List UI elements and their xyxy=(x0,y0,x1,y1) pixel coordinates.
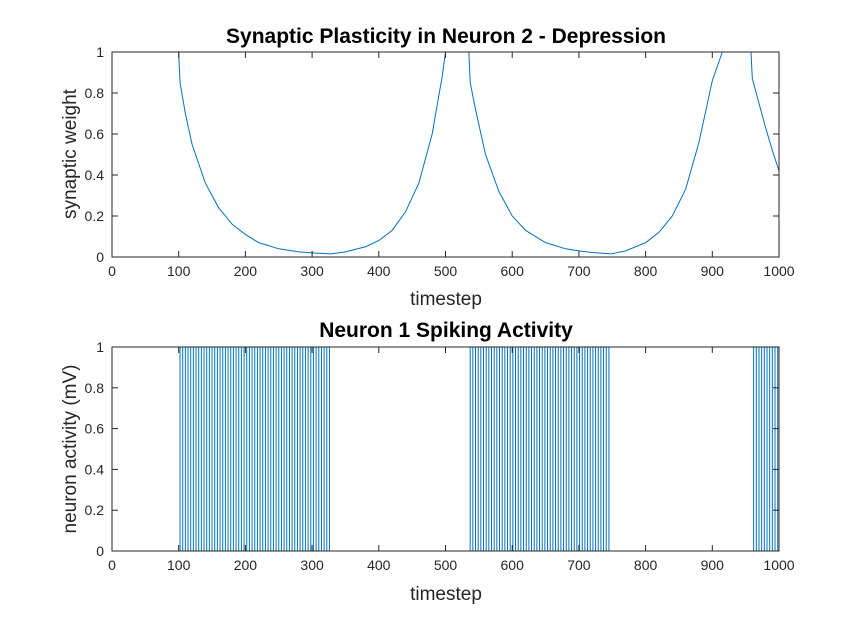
plot1-x-tick-label: 300 xyxy=(300,263,324,279)
plot1-y-tick-label: 1 xyxy=(96,44,104,60)
plot1-y-tick-label: 0.6 xyxy=(85,126,105,142)
plot-synaptic-weight: Synaptic Plasticity in Neuron 2 - Depres… xyxy=(60,25,795,310)
plot2-x-tick-label: 500 xyxy=(434,557,458,573)
plot1-x-tick-label: 100 xyxy=(167,263,191,279)
plot2-y-tick-label: 0.2 xyxy=(85,502,105,518)
plot-spiking-activity: Neuron 1 Spiking Activity 0 100 200 300 400 5… xyxy=(60,319,795,605)
plot2-x-tick-label: 300 xyxy=(300,557,324,573)
plot2-data-layer xyxy=(112,347,779,552)
plot1-axes: 0 100 200 300 400 500 600 700 800 900 1000 0 0.2 0.4 0… xyxy=(85,44,795,279)
plot1-x-tick-label: 800 xyxy=(634,263,658,279)
plot2-y-tick-label: 0 xyxy=(96,543,104,559)
plot2-x-tick-label: 1000 xyxy=(763,557,794,573)
plot2-x-label: timestep xyxy=(410,584,482,605)
plot1-x-label: timestep xyxy=(410,289,482,310)
plot1-y-tick-label: 0 xyxy=(96,249,104,265)
plot1-data-layer xyxy=(112,51,780,255)
plot1-x-tick-label: 700 xyxy=(567,263,591,279)
plot2-y-tick-label: 0.4 xyxy=(85,461,105,477)
plot2-x-tick-label: 200 xyxy=(234,557,258,573)
plot2-x-tick-label: 400 xyxy=(367,557,391,573)
plot1-x-tick-label: 900 xyxy=(701,263,725,279)
plot2-y-label: neuron activity (mV) xyxy=(60,365,81,534)
plot2-y-tick-label: 0.8 xyxy=(85,380,105,396)
plot1-x-tick-label: 600 xyxy=(501,263,525,279)
plot1-y-tick-label: 0.8 xyxy=(85,85,105,101)
plot2-title: Neuron 1 Spiking Activity xyxy=(319,319,573,342)
plot2-y-tick-label: 0.6 xyxy=(85,421,105,437)
plot1-title: Synaptic Plasticity in Neuron 2 - Depres… xyxy=(226,25,666,48)
plot1-x-tick-label: 0 xyxy=(108,263,116,279)
plot1-x-tick-label: 500 xyxy=(434,263,458,279)
plot1-x-tick-label: 1000 xyxy=(763,263,794,279)
plot2-x-tick-label: 100 xyxy=(167,557,191,573)
plot2-x-tick-label: 800 xyxy=(634,557,658,573)
plot1-y-tick-label: 0.2 xyxy=(85,208,105,224)
plot1-y-label: synaptic weight xyxy=(60,88,81,219)
plot2-x-tick-label: 600 xyxy=(501,557,525,573)
plot2-x-tick-label: 700 xyxy=(567,557,591,573)
plot2-x-tick-label: 0 xyxy=(108,557,116,573)
plot1-y-tick-label: 0.4 xyxy=(85,167,105,183)
plot1-x-tick-label: 200 xyxy=(234,263,258,279)
plot2-axes: 0 100 200 300 400 500 600 700 800 900 1000 0 0.2 0.4 0… xyxy=(85,339,795,573)
plot2-x-tick-label: 900 xyxy=(701,557,725,573)
plot1-x-tick-label: 400 xyxy=(367,263,391,279)
plot2-y-tick-label: 1 xyxy=(96,339,104,355)
plot1-series-line xyxy=(112,51,780,255)
